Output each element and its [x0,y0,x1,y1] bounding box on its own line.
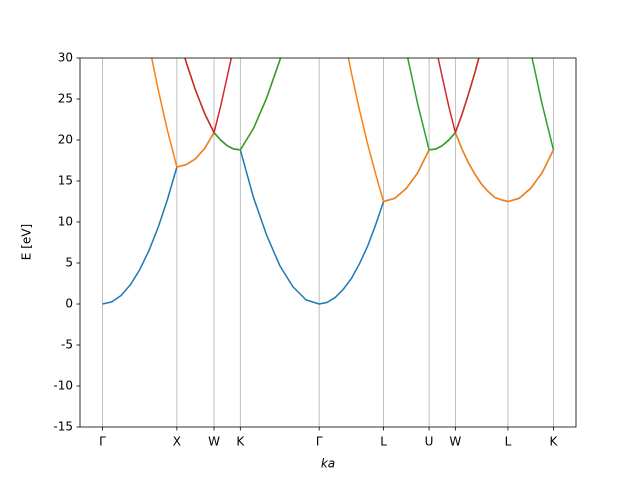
x-tick-label: K [236,435,245,449]
y-tick-label: 10 [58,215,73,229]
y-tick-label: 15 [58,174,73,188]
y-tick-label: 30 [58,51,73,65]
band-line [150,58,555,203]
x-tick-label: K [550,435,559,449]
x-tick-label: W [449,435,461,449]
y-tick-label: -10 [53,379,73,393]
y-tick-label: 5 [65,256,73,270]
y-tick-label: -5 [61,338,73,352]
x-tick-label: W [208,435,220,449]
y-tick-label: 20 [58,133,73,147]
x-tick-label: U [425,435,434,449]
grid [102,58,554,427]
x-tick-label: X [173,435,181,449]
band-line [184,58,480,134]
band-line [102,131,555,305]
x-tick-label: Γ [99,435,106,449]
y-tick-label: -15 [53,420,73,434]
y-tick-label: 0 [65,297,73,311]
y-axis-label: E [eV] [20,224,34,260]
y-tick-label: 25 [58,92,73,106]
band-line [184,58,555,151]
axes-frame [79,57,577,428]
x-tick-label: L [380,435,387,449]
x-axis-label: ka [321,457,335,471]
x-tick-label: L [505,435,512,449]
x-tick-label: Γ [316,435,323,449]
plot-area [102,58,555,305]
